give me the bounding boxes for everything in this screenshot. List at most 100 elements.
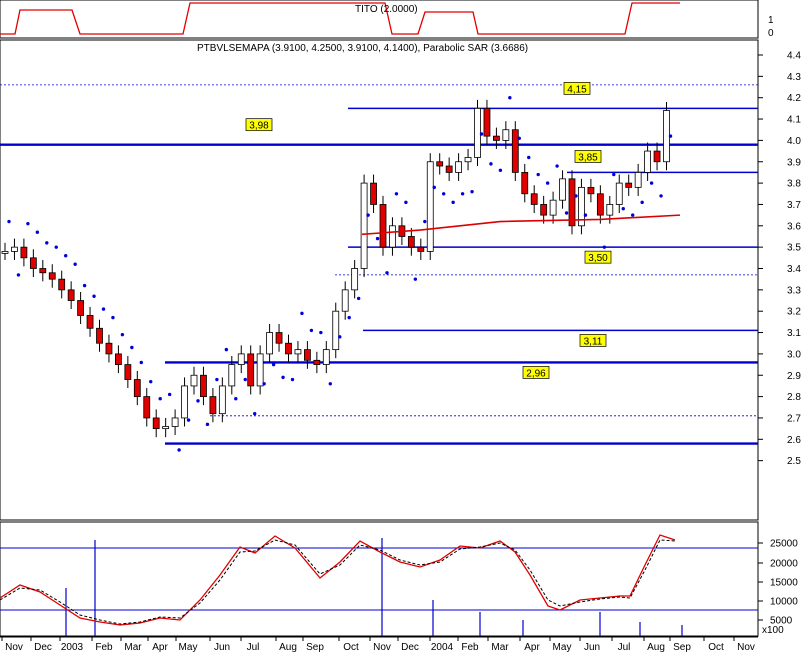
time-tick-label: Oct — [708, 642, 724, 653]
candle-body — [379, 204, 387, 248]
time-tick-label: Feb — [95, 642, 113, 653]
candle-body — [587, 186, 595, 195]
sar-dot — [101, 307, 106, 311]
time-tick-label: May — [179, 642, 198, 653]
sar-dot — [338, 335, 342, 339]
candle-body — [596, 193, 604, 216]
time-tick-label: Sep — [306, 642, 324, 653]
candle-body — [285, 342, 292, 355]
level-label-text: 3,11 — [584, 336, 603, 347]
candle-body — [445, 165, 453, 173]
sar-dot — [527, 155, 531, 160]
candle-body — [58, 278, 66, 291]
sar-dot — [451, 200, 455, 205]
time-axis: Nov Dec 2003 Feb Mar Apr May Jun Jul Aug Sep Oct Nov… — [0, 636, 758, 653]
candle-body — [247, 353, 255, 387]
sar-dot — [621, 207, 625, 211]
sar-dot — [413, 277, 418, 281]
candle-body — [322, 349, 330, 365]
level-label-box — [579, 334, 607, 347]
tito-tick-1: 1 — [768, 15, 774, 26]
candle-body — [407, 236, 415, 248]
candle-body — [162, 426, 170, 430]
sar-dot — [356, 296, 361, 301]
candle-body — [606, 204, 614, 216]
candle-body — [209, 396, 217, 415]
time-tick-label: Mar — [491, 642, 509, 653]
candle-body — [625, 182, 633, 188]
time-tick-label: Aug — [647, 642, 665, 653]
sar-dot — [442, 192, 446, 196]
sar-dot — [659, 194, 663, 198]
sar-dot — [196, 399, 200, 403]
sar-dot — [73, 262, 77, 266]
level-label-text: 3,85 — [578, 152, 598, 163]
sar-dot — [517, 136, 521, 140]
osc-tick-label: 10000 — [770, 597, 798, 608]
candle-body — [181, 385, 188, 419]
sar-dot — [300, 311, 304, 316]
level-label-box — [584, 250, 612, 264]
price-tick-label: 2.8 — [787, 392, 801, 403]
sar-dot — [564, 211, 569, 215]
candle-body — [653, 150, 661, 163]
sar-dot — [120, 332, 125, 337]
sar-dot — [375, 236, 380, 241]
osc-tick-label: 20000 — [770, 559, 798, 570]
sar-dot — [536, 172, 540, 177]
candle-body — [568, 178, 576, 227]
oscillator-axis: 25000 20000 15000 10000 5000 — [758, 539, 798, 627]
sar-dot — [555, 164, 559, 168]
time-tick-label: Nov — [5, 642, 23, 653]
sar-dot — [508, 96, 512, 100]
candle-body — [1, 251, 9, 254]
candle-body — [266, 332, 274, 355]
time-tick-label: Dec — [401, 642, 419, 653]
price-tick-label: 2.7 — [787, 413, 801, 424]
tito-label: TITO (2.0000) — [355, 4, 418, 15]
price-tick-label: 2.6 — [787, 435, 801, 446]
candle-body — [521, 172, 529, 195]
time-tick-label: Jul — [247, 642, 260, 653]
price-header: PTBVLSEMAPA (3.9100, 4.2500, 3.9100, 4.1… — [197, 43, 528, 54]
sar-dot — [281, 375, 285, 380]
candle-body — [502, 129, 510, 141]
sar-dot — [35, 230, 40, 234]
candle-body — [256, 353, 264, 387]
candle-body — [313, 359, 321, 365]
moving-average-line — [361, 214, 681, 236]
sar-dot — [16, 273, 21, 277]
candle-body — [218, 385, 226, 415]
candle-body — [389, 225, 396, 248]
price-tick-label: 3.7 — [787, 200, 801, 211]
candle-body — [237, 353, 245, 365]
candle-body — [303, 349, 311, 361]
price-tick-label: 4.1 — [787, 115, 801, 126]
candle-body — [190, 374, 198, 387]
sar-dot — [82, 283, 87, 288]
candle-body — [644, 150, 651, 173]
sar-dot — [347, 315, 351, 320]
sar-dot — [290, 377, 295, 382]
sar-dot — [498, 168, 503, 172]
candle-body — [86, 315, 94, 329]
sar-dot — [186, 418, 191, 422]
candle-body — [549, 199, 557, 216]
sar-dot — [394, 192, 399, 196]
time-tick-label: Feb — [461, 642, 479, 653]
sar-dot — [583, 213, 588, 217]
price-tick-label: 3.5 — [787, 243, 801, 254]
candle-body — [436, 161, 444, 167]
tito-tick-0: 0 — [768, 28, 774, 39]
candle-body — [578, 186, 585, 227]
level-label-box — [563, 82, 591, 95]
candle-body — [133, 379, 141, 397]
sar-dot — [489, 162, 493, 166]
volume-bars — [65, 538, 683, 636]
sar-dot — [460, 192, 465, 196]
level-label-box — [574, 150, 602, 163]
oscillator-panel: 25000 20000 15000 10000 5000 x100 — [0, 521, 798, 637]
osc-tick-label: 15000 — [770, 578, 798, 589]
sar-dot — [45, 241, 49, 245]
sar-dot — [139, 360, 143, 365]
